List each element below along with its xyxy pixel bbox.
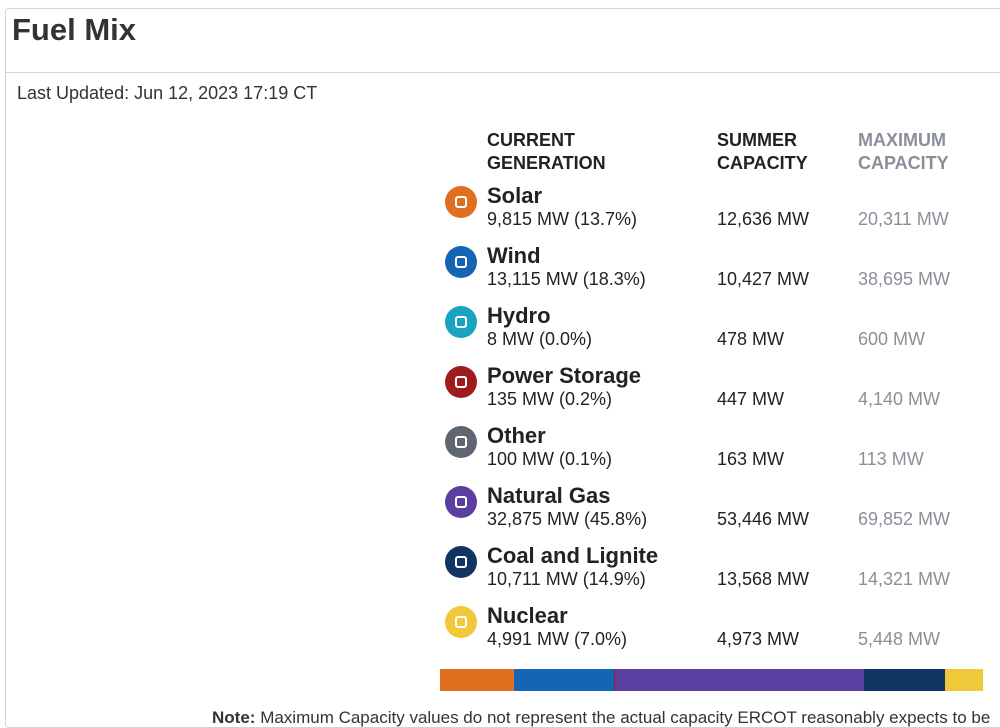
fuel-icon [445,366,477,398]
fuel-icon [445,306,477,338]
maximum-capacity: 113 MW [858,449,924,469]
fuel-name: Power Storage [487,363,642,388]
generation: 9,815 MW (13.7%) [487,209,638,229]
fuel-name: Other [487,423,546,448]
maximum-capacity: 14,321 MW [858,569,951,589]
summer-capacity: 163 MW [717,449,785,469]
bar-segment [613,669,615,691]
icon-glyph [455,436,467,448]
icon-glyph [455,196,467,208]
summer-capacity: 478 MW [717,329,785,349]
maximum-capacity: 600 MW [858,329,926,349]
icon-glyph [455,316,467,328]
summer-capacity: 13,568 MW [717,569,810,589]
bar-segment [440,669,515,691]
fuel-name: Hydro [487,303,551,328]
bar-segment [944,669,983,691]
generation: 100 MW (0.1%) [487,449,613,469]
column-header: SUMMER [717,130,797,150]
fuel-name: Nuclear [487,603,568,628]
generation: 10,711 MW (14.9%) [487,569,646,589]
fuel-icon [445,546,477,578]
fuel-icon [445,426,477,458]
maximum-capacity: 38,695 MW [858,269,951,289]
maximum-capacity: 20,311 MW [858,209,949,229]
generation: 135 MW (0.2%) [487,389,613,409]
generation: 13,115 MW (18.3%) [487,269,646,289]
column-header: MAXIMUM [858,130,946,150]
summer-capacity: 12,636 MW [717,209,810,229]
icon-glyph [455,496,467,508]
summer-capacity: 53,446 MW [717,509,810,529]
fuel-icon [445,186,477,218]
bar-segment [514,669,614,691]
fuel-name: Solar [487,183,543,208]
summer-capacity: 447 MW [717,389,785,409]
icon-glyph [455,556,467,568]
maximum-capacity: 69,852 MW [858,509,951,529]
column-header: CAPACITY [717,153,808,173]
icon-glyph [455,256,467,268]
fuel-name: Coal and Lignite [487,543,659,568]
generation: 32,875 MW (45.8%) [487,509,648,529]
column-header: GENERATION [487,153,606,173]
summer-capacity: 4,973 MW [717,629,800,649]
bar-segment [615,669,865,691]
card-header [6,9,1000,73]
maximum-capacity: 5,448 MW [858,629,941,649]
maximum-capacity: 4,140 MW [858,389,941,409]
last-updated: Last Updated: Jun 12, 2023 17:19 CT [17,83,318,103]
bar-segment [864,669,945,691]
fuel-icon [445,606,477,638]
fuel-icon [445,246,477,278]
fuel-name: Natural Gas [487,483,611,508]
note: Note: Maximum Capacity values do not rep… [212,708,990,728]
fuel-name: Wind [487,243,541,268]
generation: 8 MW (0.0%) [487,329,593,349]
icon-glyph [455,616,467,628]
column-header: CAPACITY [858,153,949,173]
generation: 4,991 MW (7.0%) [487,629,628,649]
column-header: CURRENT [487,130,575,150]
summer-capacity: 10,427 MW [717,269,810,289]
fuel-icon [445,486,477,518]
bar-segment [614,669,616,691]
icon-glyph [455,376,467,388]
title: Fuel Mix [12,12,137,47]
